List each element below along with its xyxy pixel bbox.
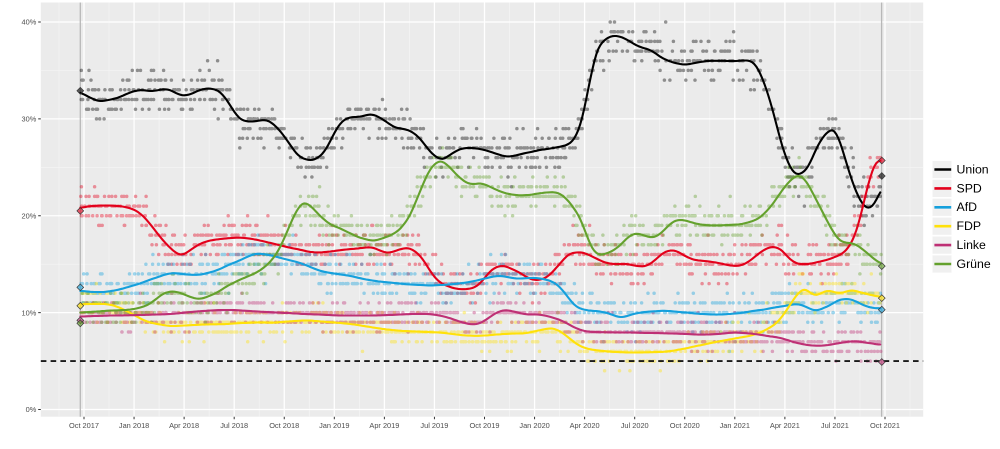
svg-text:Jul 2018: Jul 2018 xyxy=(220,421,248,430)
svg-text:Oct 2018: Oct 2018 xyxy=(269,421,299,430)
svg-text:Linke: Linke xyxy=(957,238,987,252)
svg-text:Jan 2019: Jan 2019 xyxy=(319,421,349,430)
svg-text:Jul 2019: Jul 2019 xyxy=(420,421,448,430)
svg-text:Oct 2020: Oct 2020 xyxy=(670,421,700,430)
svg-text:40%: 40% xyxy=(22,18,37,27)
svg-text:Jan 2018: Jan 2018 xyxy=(119,421,149,430)
svg-text:FDP: FDP xyxy=(957,219,982,233)
svg-text:30%: 30% xyxy=(22,115,37,124)
svg-text:Jan 2021: Jan 2021 xyxy=(720,421,750,430)
svg-text:SPD: SPD xyxy=(957,181,982,195)
svg-text:AfD: AfD xyxy=(957,200,978,214)
svg-text:Jul 2021: Jul 2021 xyxy=(821,421,849,430)
svg-text:10%: 10% xyxy=(22,308,37,317)
svg-text:Jan 2020: Jan 2020 xyxy=(519,421,549,430)
svg-text:Grüne: Grüne xyxy=(957,257,991,271)
svg-text:20%: 20% xyxy=(22,211,37,220)
svg-text:Apr 2019: Apr 2019 xyxy=(369,421,399,430)
svg-text:Apr 2020: Apr 2020 xyxy=(570,421,600,430)
svg-text:Apr 2018: Apr 2018 xyxy=(169,421,199,430)
svg-text:Oct 2017: Oct 2017 xyxy=(69,421,99,430)
svg-text:0%: 0% xyxy=(26,405,37,414)
svg-text:Oct 2021: Oct 2021 xyxy=(870,421,900,430)
svg-text:Union: Union xyxy=(957,162,989,176)
svg-text:Apr 2021: Apr 2021 xyxy=(770,421,800,430)
svg-text:Oct 2019: Oct 2019 xyxy=(470,421,500,430)
svg-text:Jul 2020: Jul 2020 xyxy=(621,421,649,430)
